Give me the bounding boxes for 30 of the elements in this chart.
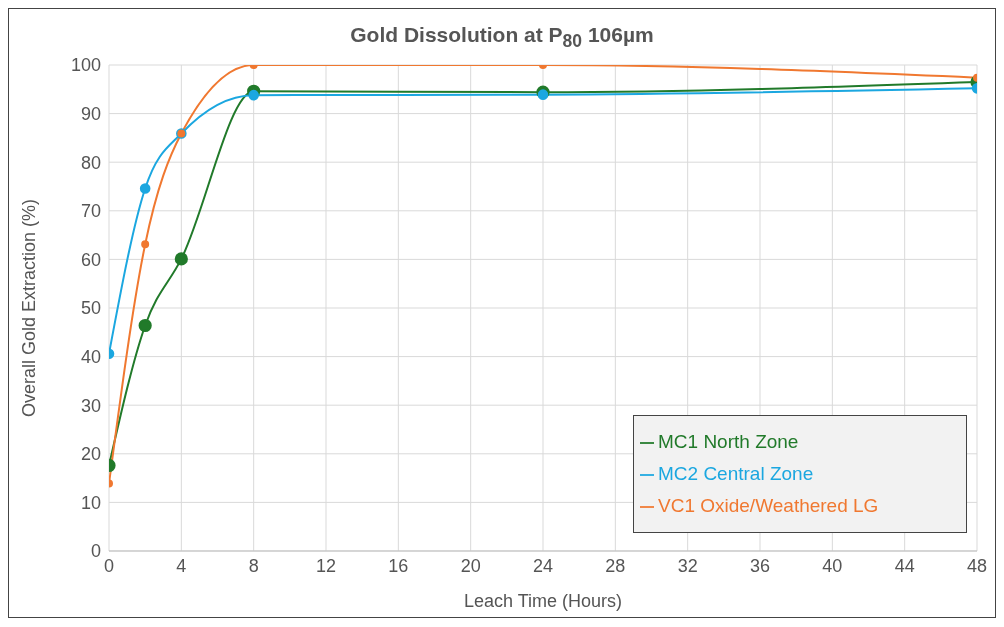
x-tick-label: 24 — [532, 555, 554, 576]
x-tick-label: 40 — [822, 555, 843, 576]
y-tick-label: 60 — [80, 249, 101, 270]
y-tick-label: 30 — [80, 395, 101, 416]
x-tick-label: 16 — [388, 555, 409, 576]
chart-title: Gold Dissolution at P$_{80}$ 106µm — [349, 22, 655, 54]
y-tick-label: 100 — [70, 55, 101, 76]
y-tick-label: 20 — [80, 444, 101, 465]
x-tick-label: 32 — [677, 555, 698, 576]
y-tick-label: 70 — [80, 201, 101, 222]
x-tick-label: 48 — [966, 555, 988, 576]
x-tick-label: 0 — [103, 555, 115, 576]
x-tick-label: 4 — [176, 555, 187, 576]
x-tick-label: 44 — [894, 555, 915, 576]
x-tick-label: 36 — [749, 555, 771, 576]
y-tick-label: 10 — [80, 492, 101, 513]
legend-label: MC1 North Zone — [658, 431, 799, 452]
y-tick-label: 80 — [80, 152, 101, 173]
x-tick-label: 28 — [605, 555, 626, 576]
legend-label: VC1 Oxide/Weathered LG — [658, 495, 879, 516]
x-tick-label: 12 — [315, 555, 337, 576]
legend-label: MC2 Central Zone — [658, 463, 814, 484]
x-tick-label: 8 — [248, 555, 259, 576]
y-tick-label: 0 — [90, 541, 101, 562]
y-tick-label: 90 — [80, 103, 101, 124]
x-tick-label: 20 — [460, 555, 481, 576]
y-tick-label: 40 — [80, 346, 101, 367]
x-axis-title: Leach Time (Hours) — [463, 591, 623, 611]
y-axis-title: Overall Gold Extraction (%) — [19, 198, 40, 418]
y-tick-label: 50 — [80, 298, 101, 319]
